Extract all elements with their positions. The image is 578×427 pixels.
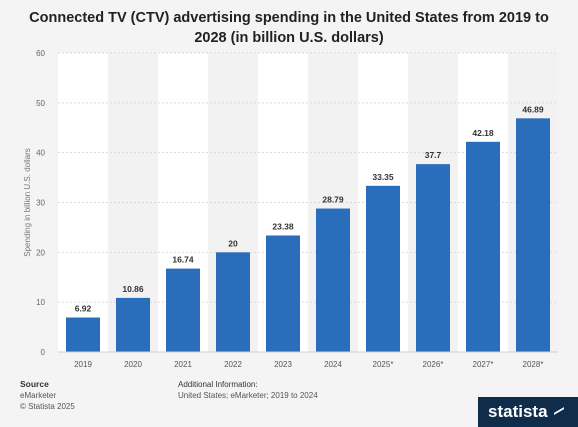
- bar: [366, 185, 400, 352]
- bar-value-label: 16.74: [172, 255, 194, 265]
- bar-value-label: 46.89: [522, 104, 544, 114]
- bar-value-label: 42.18: [472, 128, 494, 138]
- bar-value-label: 37.7: [425, 150, 442, 160]
- bar: [316, 208, 350, 352]
- x-tick-label: 2027*: [473, 360, 494, 369]
- source-label: Source: [20, 379, 49, 389]
- bar-value-label: 10.86: [122, 284, 144, 294]
- source-line-2: © Statista 2025: [20, 402, 75, 411]
- bar-value-label: 33.35: [372, 172, 394, 182]
- chart-title: Connected TV (CTV) advertising spending …: [0, 8, 578, 48]
- bar-value-label: 28.79: [322, 195, 344, 205]
- bar-value-label: 6.92: [75, 304, 92, 314]
- chart-title-line-1: Connected TV (CTV) advertising spending …: [29, 10, 549, 26]
- x-tick-label: 2022: [224, 360, 242, 369]
- x-tick-label: 2028*: [523, 360, 544, 369]
- bar: [116, 297, 150, 352]
- y-tick-label: 30: [36, 199, 45, 208]
- additional-info-block: Additional Information: United States; e…: [178, 379, 318, 401]
- bar: [66, 317, 100, 352]
- y-tick-label: 20: [36, 248, 45, 257]
- logo-mark-icon: [554, 406, 566, 418]
- bar: [516, 118, 550, 352]
- bar-value-label: 20: [228, 238, 238, 248]
- source-line-1[interactable]: eMarketer: [20, 391, 57, 400]
- source-block: Source eMarketer © Statista 2025: [20, 379, 75, 412]
- x-tick-label: 2024: [324, 360, 342, 369]
- y-tick-label: 40: [36, 149, 45, 158]
- x-tick-label: 2023: [274, 360, 292, 369]
- y-tick-label: 10: [36, 298, 45, 307]
- x-tick-label: 2020: [124, 360, 142, 369]
- additional-info-text: United States; eMarketer; 2019 to 2024: [178, 391, 318, 400]
- y-tick-label: 60: [36, 49, 45, 58]
- bar-value-label: 23.38: [272, 221, 294, 231]
- additional-info-label: Additional Information:: [178, 380, 258, 389]
- bar: [466, 141, 500, 352]
- logo-text: statista: [488, 402, 548, 421]
- x-tick-label: 2025*: [373, 360, 394, 369]
- bar: [416, 164, 450, 352]
- x-tick-label: 2019: [74, 360, 92, 369]
- bar: [166, 268, 200, 352]
- y-tick-label: 0: [41, 348, 46, 357]
- statista-logo[interactable]: statista: [478, 397, 578, 427]
- y-tick-label: 50: [36, 99, 45, 108]
- bar: [216, 252, 250, 352]
- x-tick-label: 2026*: [423, 360, 444, 369]
- y-axis-label: Spending in billion U.S. dollars: [23, 148, 32, 257]
- x-tick-label: 2021: [174, 360, 192, 369]
- chart-title-line-2: 2028 (in billion U.S. dollars): [194, 30, 384, 46]
- bar: [266, 235, 300, 352]
